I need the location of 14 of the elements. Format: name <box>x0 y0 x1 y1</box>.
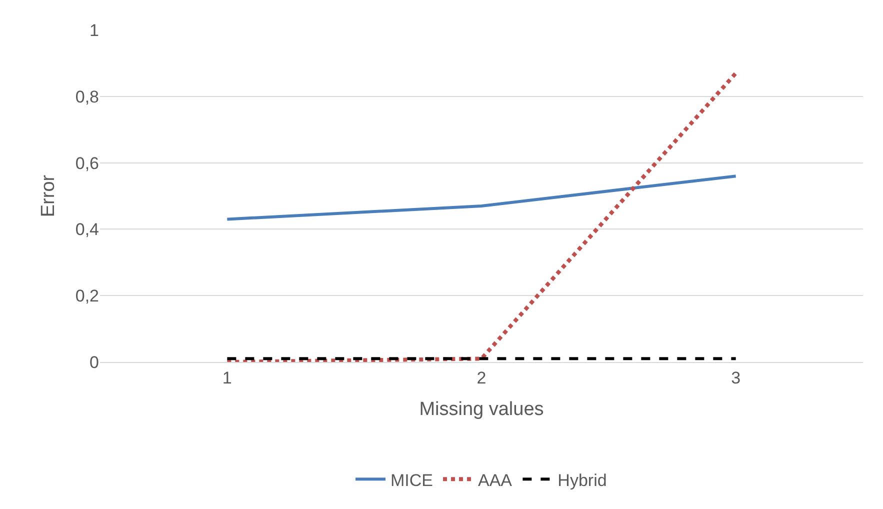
y-tick-label: 0,2 <box>75 286 99 306</box>
legend-label: AAA <box>478 470 513 490</box>
y-tick-label: 0,6 <box>75 154 99 173</box>
x-axis-title: Missing values <box>419 399 544 420</box>
y-tick-label: 1 <box>90 20 99 40</box>
x-tick-label: 3 <box>731 368 741 388</box>
x-tick-label: 2 <box>476 368 486 388</box>
y-tick-label: 0,8 <box>75 87 99 106</box>
legend-label: Hybrid <box>558 470 607 490</box>
y-axis-title: Error <box>38 174 60 218</box>
y-tick-label: 0 <box>90 352 99 372</box>
y-tick-label: 0,4 <box>75 220 99 240</box>
x-tick-label: 1 <box>222 368 232 388</box>
legend-label: MICE <box>390 470 433 490</box>
